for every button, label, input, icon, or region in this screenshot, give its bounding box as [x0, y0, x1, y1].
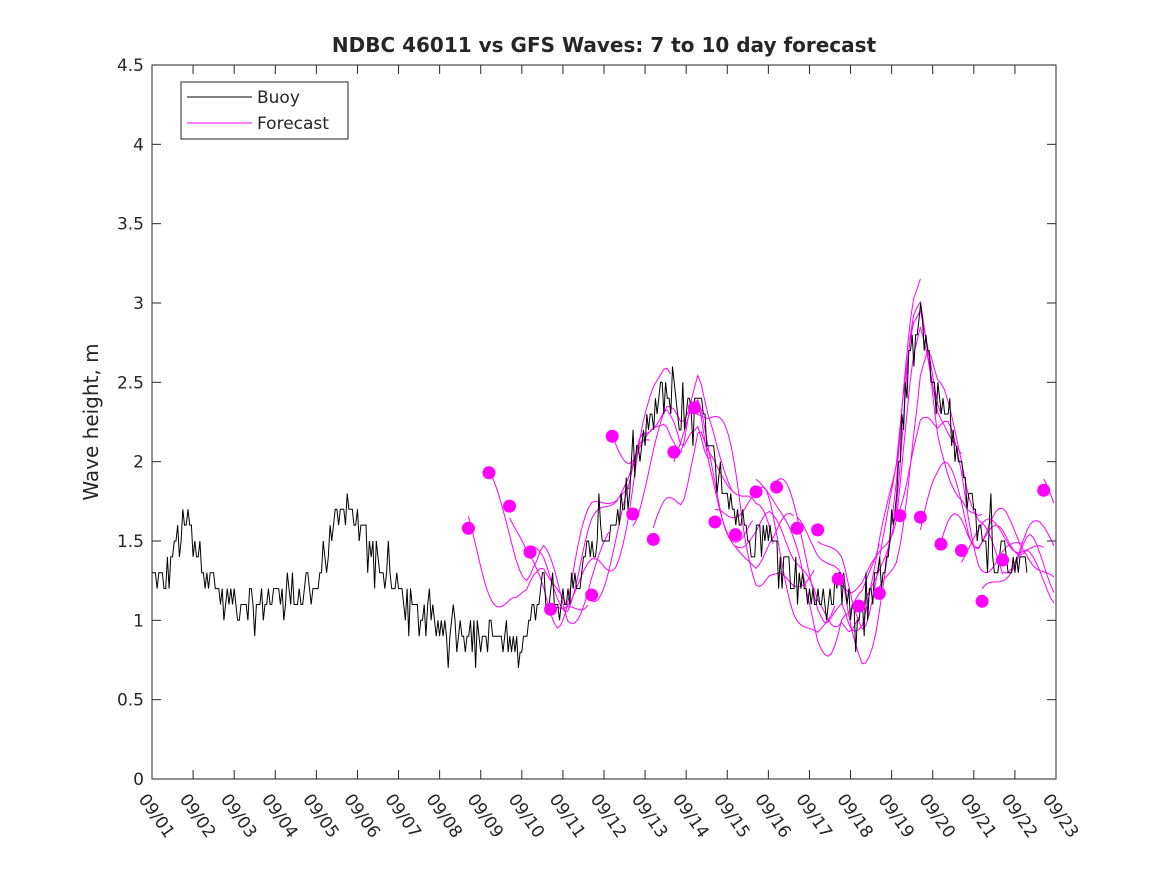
y-tick-label: 4: [133, 135, 144, 155]
forecast-marker: [523, 545, 537, 559]
forecast-marker: [482, 466, 496, 480]
y-tick-label: 3.5: [117, 215, 144, 235]
forecast-marker: [1037, 483, 1051, 497]
buoy-series-group: [152, 302, 1028, 668]
forecast-marker: [872, 586, 886, 600]
y-tick-label: 2.5: [117, 373, 144, 393]
forecast-line: [611, 373, 733, 492]
forecast-marker: [790, 521, 804, 535]
legend-box: [180, 81, 349, 140]
forecast-line: [755, 478, 880, 657]
forecast-marker: [667, 445, 681, 459]
forecast-line: [652, 431, 774, 544]
forecast-line: [488, 468, 610, 624]
forecast-marker: [544, 602, 558, 616]
y-tick-label: 2: [133, 453, 144, 473]
forecast-marker: [461, 521, 475, 535]
forecast-markers-group: [461, 401, 1051, 616]
forecast-line: [1002, 519, 1055, 574]
forecast-marker: [585, 588, 599, 602]
forecast-marker: [913, 510, 927, 524]
forecast-marker: [996, 553, 1010, 567]
forecast-marker: [749, 485, 763, 499]
forecast-line: [467, 515, 589, 611]
buoy-line: [152, 302, 1028, 668]
forecast-line: [940, 507, 1055, 578]
forecast-marker: [831, 572, 845, 586]
forecast-marker: [934, 537, 948, 551]
forecast-marker: [975, 594, 989, 608]
forecast-line: [878, 351, 1004, 588]
forecast-line: [796, 278, 921, 665]
forecast-marker: [605, 429, 619, 443]
y-tick-label: 3: [133, 294, 144, 314]
y-axis: 0 0.5 1 1.5 2 2.5 3 3.5 4 4.5: [117, 56, 1056, 790]
legend-forecast-label: Forecast: [257, 114, 329, 134]
y-tick-label: 4.5: [117, 56, 144, 76]
forecast-marker: [852, 599, 866, 613]
forecast-marker: [770, 480, 784, 494]
legend: Buoy Forecast: [180, 81, 349, 140]
y-axis-label: Wave height, m: [79, 343, 103, 500]
y-tick-label: 1.5: [117, 532, 144, 552]
forecast-marker: [954, 544, 968, 558]
forecast-line: [899, 416, 1024, 574]
forecast-line: [529, 439, 650, 612]
forecast-marker: [893, 509, 907, 523]
plot-area: [152, 65, 1056, 779]
forecast-line: [837, 326, 962, 594]
forecast-marker: [811, 523, 825, 537]
forecast-marker: [646, 532, 660, 546]
forecast-marker: [728, 528, 742, 542]
forecast-marker: [687, 401, 701, 415]
chart-title: NDBC 46011 vs GFS Waves: 7 to 10 day for…: [332, 33, 877, 57]
forecast-line: [550, 367, 671, 609]
forecast-marker: [626, 507, 640, 521]
forecast-marker: [502, 499, 516, 513]
forecast-marker: [708, 515, 722, 529]
y-tick-label: 1: [133, 611, 144, 631]
legend-buoy-label: Buoy: [257, 88, 300, 108]
y-tick-label: 0: [133, 770, 144, 790]
y-tick-label: 0.5: [117, 691, 144, 711]
forecast-line: [981, 533, 1055, 593]
